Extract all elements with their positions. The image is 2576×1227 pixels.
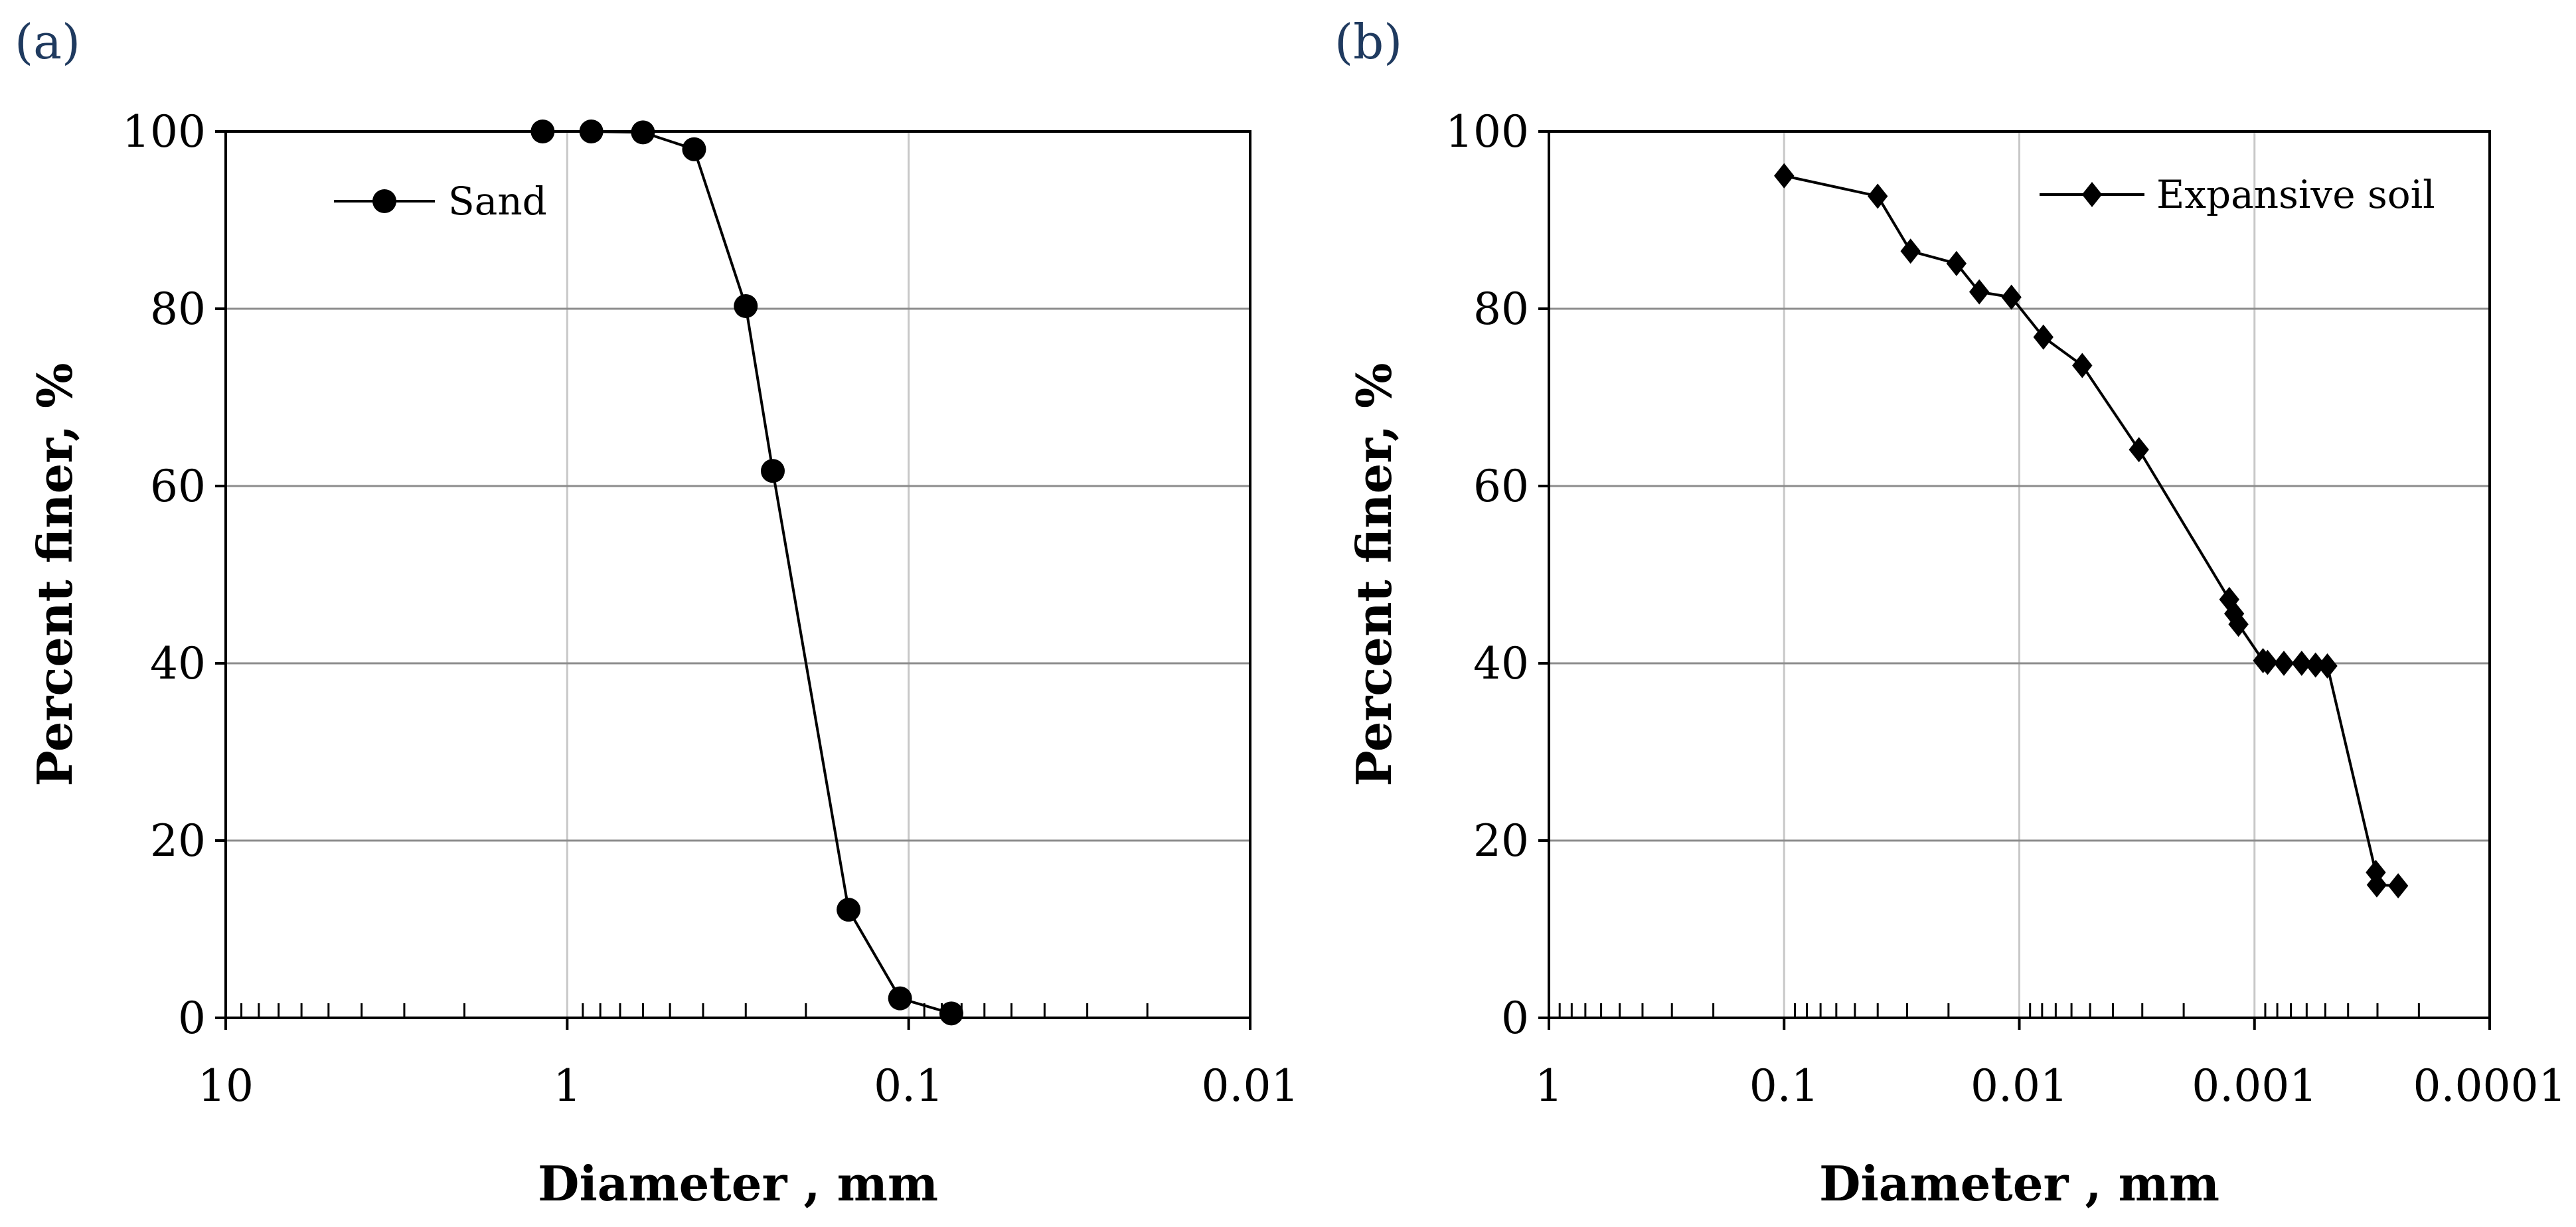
data-point (837, 898, 861, 922)
y-tick-label: 60 (150, 461, 206, 512)
y-tick-label: 40 (1473, 638, 1529, 689)
data-point (1969, 279, 1990, 305)
data-point (579, 120, 604, 143)
data-point (2129, 437, 2149, 463)
data-point (2387, 873, 2409, 899)
x-tick-label: 0.01 (1971, 1060, 2068, 1111)
x-tick-label: 10 (198, 1060, 254, 1111)
y-tick-label: 100 (1445, 106, 1529, 157)
data-point (2033, 324, 2053, 350)
data-point (939, 1001, 963, 1026)
data-point (2001, 284, 2022, 310)
data-point (2291, 651, 2312, 676)
data-point (734, 293, 758, 318)
y-tick-label: 0 (1501, 993, 1529, 1044)
x-axis-title: Diameter , mm (538, 1155, 938, 1212)
y-tick-label: 80 (150, 284, 206, 335)
x-tick-label: 0.0001 (2413, 1060, 2567, 1111)
legend-marker (2081, 182, 2103, 207)
panel-label: (a) (15, 14, 80, 70)
data-point (2257, 649, 2278, 675)
data-point (1946, 250, 1967, 276)
data-point (2366, 872, 2387, 898)
series-line (542, 130, 952, 1015)
data-point (631, 120, 655, 145)
x-tick-label: 1 (553, 1060, 581, 1111)
series-line (1783, 174, 2399, 888)
legend-marker (372, 189, 396, 213)
data-point (2305, 652, 2326, 678)
data-point (2228, 612, 2249, 637)
y-tick-label: 0 (178, 993, 206, 1044)
data-point (1774, 163, 1795, 189)
y-tick-label: 60 (1473, 461, 1529, 512)
data-point (2317, 653, 2338, 679)
y-tick-label: 100 (122, 106, 206, 157)
legend-label: Expansive soil (2156, 172, 2435, 217)
data-point (888, 986, 912, 1011)
chart-panel-b: (b) 0 20 40 60 80 100 1 0.1 0.01 0.001 0.0001 Diamet… (1334, 14, 2566, 1212)
y-axis-title: Percent finer, % (1346, 363, 1402, 786)
x-tick-label: 0.1 (1749, 1060, 1819, 1111)
y-axis-title: Percent finer, % (27, 363, 83, 786)
data-point (760, 459, 785, 483)
data-point (2072, 353, 2093, 378)
plot-area-frame (224, 130, 1251, 1019)
data-point (682, 137, 706, 161)
data-point (2273, 651, 2294, 676)
chart-panel-a: (a) 0 20 40 60 80 100 10 1 0.1 0.01 Diameter , mm Pe… (15, 14, 1299, 1212)
y-tick-label: 40 (150, 638, 206, 689)
x-tick-label: 0.1 (874, 1060, 943, 1111)
x-tick-label: 0.001 (2192, 1060, 2317, 1111)
x-axis-title: Diameter , mm (1819, 1155, 2219, 1212)
y-tick-label: 20 (1473, 815, 1529, 866)
panel-label: (b) (1334, 14, 1402, 70)
y-tick-label: 20 (150, 815, 206, 866)
data-point (1900, 238, 1921, 264)
legend-label: Sand (448, 179, 547, 224)
y-tick-label: 80 (1473, 284, 1529, 335)
data-point (530, 120, 555, 143)
x-tick-label: 0.01 (1202, 1060, 1299, 1111)
data-point (1868, 183, 1888, 209)
x-tick-label: 1 (1535, 1060, 1563, 1111)
